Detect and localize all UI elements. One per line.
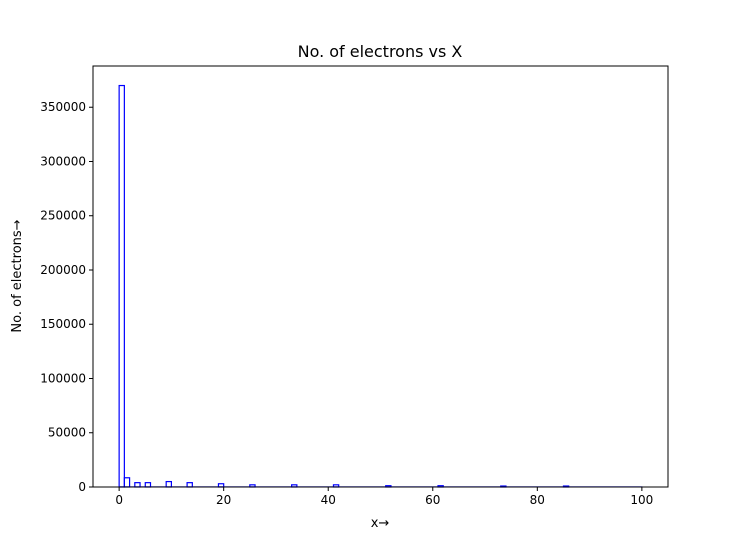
y-tick-label: 300000 xyxy=(40,154,86,168)
x-tick-label: 40 xyxy=(321,493,336,507)
axes-frame xyxy=(92,65,669,488)
y-tick-label: 50000 xyxy=(48,426,86,440)
y-axis: 0 50000 100000 150000 200000 250000 300000 3500… xyxy=(40,100,93,494)
x-tick-label: 20 xyxy=(216,493,231,507)
y-axis-label: No. of electrons→ xyxy=(10,219,25,332)
y-tick-label: 250000 xyxy=(40,209,86,223)
y-tick-label: 150000 xyxy=(40,317,86,331)
x-tick-label: 100 xyxy=(630,493,653,507)
x-axis-label: x→ xyxy=(371,516,390,531)
chart-title: No. of electrons vs X xyxy=(298,42,463,61)
y-tick-label: 100000 xyxy=(40,371,86,385)
x-tick-label: 80 xyxy=(530,493,545,507)
y-tick-label: 200000 xyxy=(40,263,86,277)
y-tick-label: 0 xyxy=(78,480,86,494)
x-tick-label: 0 xyxy=(115,493,123,507)
plot-area xyxy=(92,65,669,488)
x-tick-label: 60 xyxy=(425,493,440,507)
x-axis: 0 20 40 60 80 100 xyxy=(115,487,653,507)
y-tick-label: 350000 xyxy=(40,100,86,114)
